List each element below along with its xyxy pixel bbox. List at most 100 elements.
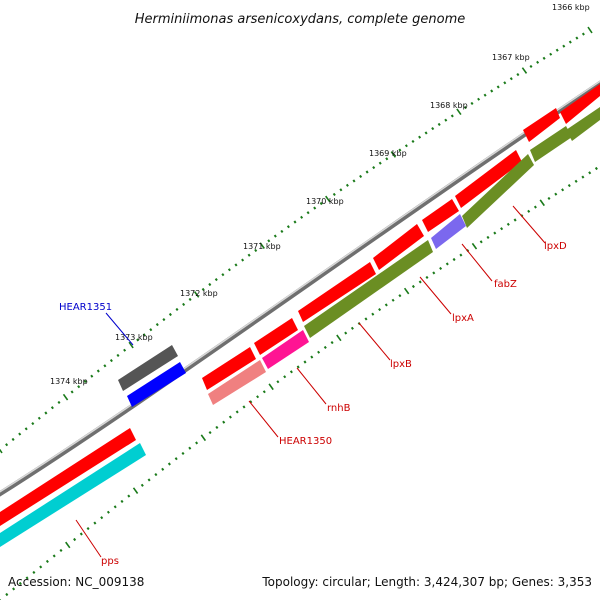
tick-label-1368: 1368 kbp (430, 101, 468, 110)
gene-arrow-lpxB[interactable] (298, 262, 376, 322)
scale-dot (513, 218, 517, 222)
cds-track (0, 107, 600, 547)
gene-label-rnhB[interactable]: rnhB (327, 403, 351, 414)
gene-arrow-HEAR1351[interactable] (118, 345, 178, 391)
scale-dot (154, 473, 158, 477)
scale-ticks: 1366 kbp 1367 kbp 1368 kbp 1369 kbp 1370… (50, 3, 590, 386)
scale-dot (208, 282, 212, 287)
leader-line-HEAR1350 (248, 400, 279, 438)
scale-dot (470, 101, 474, 105)
genome-summary-text: Topology: circular; Length: 3,424,307 bp… (261, 575, 592, 589)
scale-tick-mark (65, 541, 71, 549)
scale-dot (90, 374, 94, 378)
scale-dot (5, 592, 9, 597)
scale-dot (241, 258, 245, 262)
scale-dot (431, 127, 435, 131)
scale-dot (57, 400, 61, 404)
scale-dot (444, 118, 448, 122)
scale-dot (162, 318, 166, 322)
gene-label-lpxB[interactable]: lpxB (390, 359, 412, 370)
scale-dot (222, 420, 226, 424)
scale-dot (439, 266, 443, 270)
gene-label-lpxD[interactable]: lpxD (544, 241, 567, 252)
scale-dot (100, 516, 104, 520)
scale-dot (378, 308, 382, 312)
scale-dot (214, 278, 218, 282)
cds-bar-lpxA-lpxB[interactable] (304, 240, 433, 338)
scale-dot (79, 532, 83, 536)
gene-arrow-rnhB[interactable] (254, 318, 298, 355)
tick-label-1366: 1366 kbp (552, 3, 590, 12)
scale-dots (0, 26, 598, 600)
scale-dot (296, 365, 300, 369)
cds-bar-lpxD[interactable] (462, 154, 534, 228)
gene-arrow[interactable] (560, 84, 600, 124)
scale-dot (234, 263, 238, 267)
scale-dot (280, 229, 284, 233)
backbone (0, 80, 600, 497)
cds-bar-HEAR1350[interactable] (208, 360, 266, 405)
leader-lines (75, 205, 546, 558)
scale-dot (5, 443, 9, 447)
map-title: Herminiimonas arsenicoxydans, complete g… (135, 12, 465, 27)
scale-dot (44, 411, 48, 415)
backbone-line (0, 80, 600, 497)
scale-dot (93, 521, 97, 525)
tick-label-1373: 1373 kbp (115, 333, 153, 342)
scale-dot (276, 380, 280, 384)
scale-dot (181, 451, 185, 455)
scale-dot (167, 462, 171, 466)
scale-dot (345, 183, 349, 187)
scale-dot (175, 307, 179, 311)
scale-dot (330, 341, 334, 345)
scale-dot (477, 97, 481, 101)
cds-bar-HEAR1351[interactable] (127, 362, 186, 407)
scale-dot (398, 148, 402, 152)
scale-dot (283, 375, 287, 379)
scale-dot (554, 192, 558, 196)
scale-dot (31, 422, 35, 426)
scale-dot (568, 40, 572, 44)
cds-bar-pps[interactable] (0, 443, 146, 547)
gene-arrow-lpxD[interactable] (455, 150, 522, 208)
scale-dot (286, 225, 290, 229)
scale-dot (273, 234, 277, 238)
gene-label-pps[interactable]: pps (101, 556, 119, 567)
scale-dot (32, 570, 36, 574)
scale-dot (39, 565, 43, 569)
scale-dot (398, 294, 402, 298)
scale-dot (450, 114, 454, 118)
gene-arrow-fabZ[interactable] (422, 199, 459, 232)
scale-tick-mark (259, 242, 265, 249)
scale-dot (547, 196, 551, 200)
gene-label-fabZ[interactable]: fabZ (494, 279, 517, 290)
tick-label-1372: 1372 kbp (180, 289, 218, 298)
scale-dot (109, 359, 113, 363)
scale-dot (490, 89, 494, 93)
forward-genes (0, 84, 600, 526)
scale-dot (147, 478, 151, 482)
scale-dot (372, 166, 376, 170)
scale-dot (12, 587, 16, 591)
scale-tick-mark (268, 383, 274, 391)
scale-dot (221, 273, 225, 277)
gene-label-lpxA[interactable]: lpxA (452, 313, 474, 324)
gene-arrow-pps[interactable] (0, 428, 136, 526)
gene-arrow-HEAR1350[interactable] (202, 347, 256, 390)
cds-bar-fabZ[interactable] (431, 214, 466, 249)
gene-arrow-lpxA[interactable] (373, 224, 424, 270)
gene-arrow[interactable] (523, 108, 560, 142)
scale-tick-mark (539, 199, 545, 207)
scale-dot (215, 425, 219, 429)
scale-dot (588, 171, 592, 175)
scale-dot (385, 157, 389, 161)
scale-dot (136, 338, 140, 342)
cds-bar-rnhB[interactable] (262, 330, 309, 369)
cds-bar[interactable] (530, 126, 572, 162)
scale-dot (533, 205, 537, 209)
cds-bar[interactable] (566, 107, 600, 141)
scale-dot (404, 144, 408, 148)
gene-label-HEAR1351[interactable]: HEAR1351 (59, 302, 112, 313)
gene-label-HEAR1350[interactable]: HEAR1350 (279, 436, 332, 447)
